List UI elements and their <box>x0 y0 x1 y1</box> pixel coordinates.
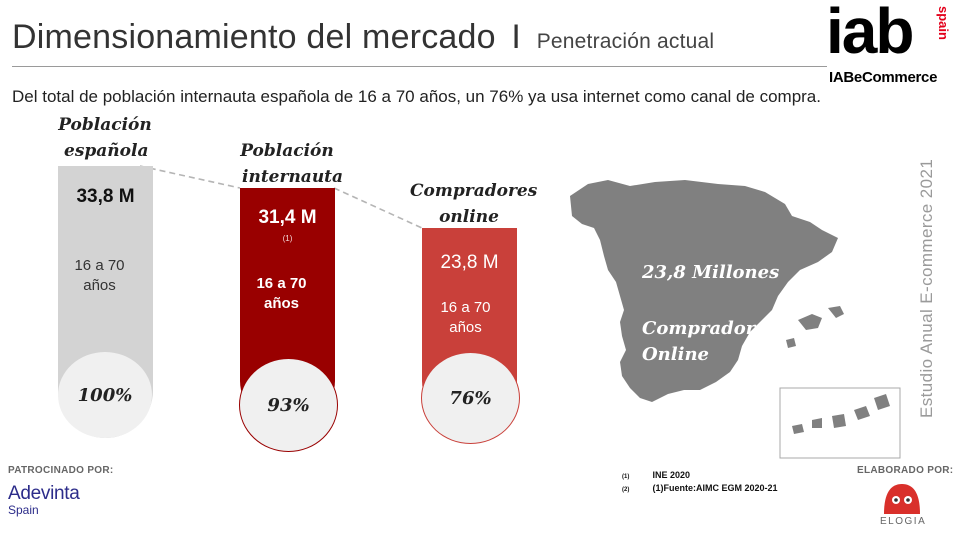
column-2-title-line1: Población <box>240 141 334 161</box>
column-1-title-line1: Población <box>58 115 152 135</box>
column-3-value: 23,8 M <box>440 252 499 273</box>
column-2-age-line1: 16 a 70 <box>256 275 307 292</box>
connector-1 <box>139 165 241 189</box>
column-3-age-line1: 16 a 70 <box>440 299 491 316</box>
column-1-value: 33,8 M <box>76 186 135 207</box>
sponsor-label: PATROCINADO POR: <box>8 465 114 476</box>
spain-map <box>570 180 901 459</box>
elogia-logo-pupil-left <box>894 498 898 502</box>
column-3-title: Compradores online <box>410 178 538 233</box>
footnote-2-text: (1)Fuente:AIMC EGM 2020-21 <box>652 483 778 493</box>
sponsor-name: Adevinta <box>8 483 80 504</box>
footnote-1: (1) INE 2020 <box>622 470 778 480</box>
made-by-label: ELABORADO POR: <box>857 465 954 476</box>
column-1-age: 16 a 70 años <box>52 256 147 296</box>
column-2-percent-circle: 93% <box>239 358 338 452</box>
made-by-name: ELOGIA <box>880 516 927 527</box>
canary-islands-shape <box>792 394 890 434</box>
connector-2 <box>333 187 423 229</box>
column-2-value: 31,4 M <box>258 207 317 228</box>
column-1-title-line2: española <box>64 138 148 167</box>
spain-mainland-shape <box>570 180 838 402</box>
footnote-2: (2) (1)Fuente:AIMC EGM 2020-21 <box>622 483 778 493</box>
column-1-percent-circle: 100% <box>58 352 152 438</box>
column-3-age-line2: años <box>449 319 482 336</box>
footnote-1-mark: (1) <box>622 474 630 480</box>
column-1-age-line1: 16 a 70 <box>74 257 125 274</box>
map-line3: Online <box>642 344 709 365</box>
column-3-percent-circle: 76% <box>421 352 520 444</box>
column-2-age-line2: años <box>263 295 299 312</box>
column-2-note: (1) <box>282 234 293 243</box>
canary-islands-box <box>779 387 901 459</box>
column-2-title: Población internauta <box>234 138 343 193</box>
column-1-age-line2: años <box>83 277 116 294</box>
iab-logo: iab spain IABeCommerce <box>826 0 952 88</box>
column-3-age: 16 a 70 años <box>418 298 513 338</box>
iab-logo-caption: IABeCommerce <box>829 69 938 86</box>
page-title: Dimensionamiento del mercado I Penetraci… <box>12 18 714 57</box>
title-underline <box>12 66 827 67</box>
sponsor-sub: Spain <box>8 503 39 517</box>
elogia-logo-body <box>884 484 920 514</box>
map-line1: 23,8 Millones <box>642 262 780 283</box>
title-separator: I <box>511 18 522 56</box>
column-2-percent: 93% <box>267 394 310 416</box>
side-study-label: Estudio Anual E-commerce 2021 <box>917 158 936 418</box>
title-main: Dimensionamiento del mercado <box>12 18 496 56</box>
footnote-1-text: INE 2020 <box>652 470 691 480</box>
column-3-title-line1: Compradores <box>410 181 538 201</box>
balearic-islands-shape <box>786 306 844 348</box>
column-2-age: 16 a 70 años <box>234 274 329 314</box>
column-1-title: Población española <box>50 112 160 167</box>
map-line2: Compradores <box>642 318 777 339</box>
iab-logo-text: iab <box>826 0 914 67</box>
sponsor-logo: Adevinta Spain <box>8 484 80 517</box>
elogia-logo-icon <box>884 484 920 514</box>
title-subtitle: Penetración actual <box>536 30 715 53</box>
column-3-percent: 76% <box>449 387 492 409</box>
elogia-logo-pupil-right <box>906 498 910 502</box>
intro-text: Del total de población internauta españo… <box>12 87 821 106</box>
footnotes: (1) INE 2020 (2) (1)Fuente:AIMC EGM 2020… <box>622 470 778 493</box>
column-1-percent: 100% <box>77 384 133 406</box>
footnote-2-mark: (2) <box>622 487 630 493</box>
